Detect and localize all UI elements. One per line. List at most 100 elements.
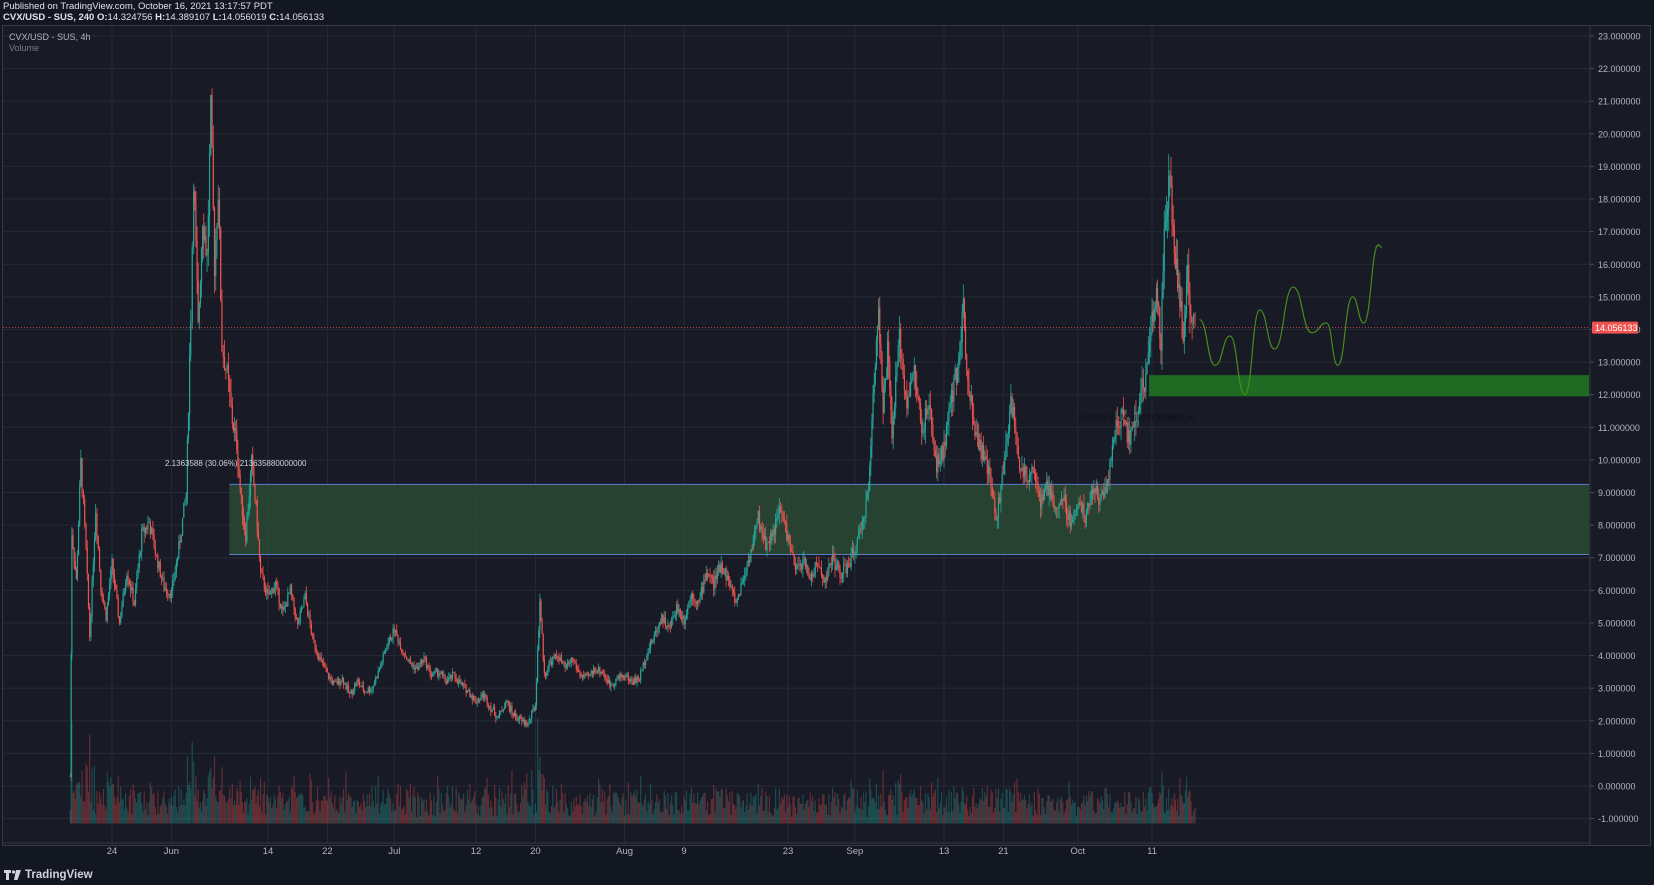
candle-body bbox=[1130, 429, 1132, 445]
volume-bar bbox=[1057, 797, 1059, 824]
volume-bar bbox=[960, 801, 962, 824]
candle-body bbox=[493, 707, 496, 716]
y-tick-label: 6.000000 bbox=[1598, 586, 1636, 596]
candle-body bbox=[888, 341, 890, 364]
candle-body bbox=[801, 564, 803, 569]
candle-body bbox=[230, 392, 232, 406]
candle-body bbox=[370, 690, 372, 693]
volume-bar bbox=[747, 809, 749, 824]
tradingview-logo[interactable]: TradingView bbox=[4, 869, 93, 881]
candle-body bbox=[382, 653, 384, 663]
volume-bar bbox=[93, 766, 96, 824]
candle-body bbox=[357, 679, 359, 682]
candle-body bbox=[424, 656, 426, 658]
volume-bar bbox=[693, 793, 695, 824]
volume-bar bbox=[212, 777, 214, 824]
volume-bar bbox=[807, 799, 809, 824]
volume-bar bbox=[294, 791, 296, 824]
volume-bar bbox=[174, 789, 176, 824]
volume-bar bbox=[147, 815, 149, 824]
volume-bar bbox=[1077, 807, 1079, 824]
volume-bar bbox=[622, 793, 624, 824]
volume-bar bbox=[953, 786, 955, 824]
time-axis[interactable]: 24 Jun 14 22 Jul 12 20 Aug 9 23 Sep 13 21 Oct 11 bbox=[3, 842, 1590, 857]
volume-bar bbox=[627, 782, 629, 824]
price-chart[interactable]: 2.1363588 (30.06%) 2136358800000000.6597… bbox=[0, 0, 1654, 864]
candle-body bbox=[808, 574, 810, 579]
candle-body bbox=[1170, 175, 1172, 186]
volume-bar bbox=[1038, 793, 1040, 824]
volume-bar bbox=[1167, 809, 1169, 824]
volume-bar bbox=[682, 812, 684, 824]
candle-body bbox=[448, 677, 450, 681]
volume-bar bbox=[481, 797, 483, 824]
chart-frame[interactable] bbox=[2, 25, 1651, 846]
candle-body bbox=[415, 666, 418, 668]
candle-body bbox=[444, 674, 446, 681]
volume-bar bbox=[1150, 786, 1152, 824]
volume-bar bbox=[264, 814, 267, 824]
volume-bar bbox=[489, 808, 491, 824]
volume-bar bbox=[172, 805, 174, 824]
candle-body bbox=[558, 657, 560, 661]
volume-bar bbox=[831, 787, 834, 824]
volume-bar bbox=[1158, 799, 1160, 824]
price-axis[interactable]: 23.00000022.00000021.00000020.00000019.0… bbox=[1589, 26, 1641, 845]
candle-body bbox=[203, 226, 205, 241]
volume-bar bbox=[179, 805, 181, 824]
volume-bar bbox=[869, 778, 871, 824]
volume-bar bbox=[200, 811, 203, 824]
volume-bar bbox=[567, 808, 569, 824]
volume-bar bbox=[101, 804, 103, 824]
candle-body bbox=[1012, 407, 1014, 418]
candle-body bbox=[305, 592, 307, 604]
candle-body bbox=[460, 682, 462, 684]
candle-body bbox=[1001, 472, 1003, 485]
volume-bar bbox=[461, 798, 463, 824]
volume-bar bbox=[220, 789, 222, 824]
volume-bar bbox=[1121, 807, 1123, 824]
volume-bar bbox=[180, 789, 182, 824]
volume-bar bbox=[879, 808, 881, 824]
volume-bar bbox=[502, 799, 504, 824]
volume-bar bbox=[740, 807, 742, 824]
candle-body bbox=[976, 432, 979, 434]
volume-bar bbox=[1064, 809, 1066, 824]
candle-body bbox=[954, 368, 956, 378]
volume-bar bbox=[559, 799, 561, 824]
volume-bar bbox=[657, 802, 659, 824]
x-tick-label: 24 bbox=[107, 846, 118, 857]
volume-bar bbox=[403, 805, 405, 824]
x-tick-label: 14 bbox=[263, 846, 274, 857]
candle-body bbox=[120, 617, 122, 623]
volume-bar bbox=[1020, 793, 1022, 824]
volume-bar bbox=[710, 799, 712, 824]
candle-body bbox=[986, 459, 988, 474]
volume-bar bbox=[466, 790, 468, 824]
volume-bar bbox=[939, 802, 941, 824]
candle-body bbox=[181, 517, 184, 536]
volume-bar bbox=[763, 810, 766, 824]
candle-body bbox=[792, 551, 794, 555]
legend-volume[interactable]: Volume bbox=[9, 43, 40, 53]
candle-body bbox=[1039, 497, 1042, 508]
volume-bar bbox=[917, 804, 919, 824]
volume-bar bbox=[288, 796, 290, 824]
volume-bar bbox=[909, 790, 912, 824]
volume-bar bbox=[735, 809, 737, 824]
volume-bar bbox=[569, 814, 571, 824]
volume-bar bbox=[366, 794, 368, 824]
volume-bar bbox=[402, 808, 404, 824]
legend-symbol[interactable]: CVX/USD - SUS, 4h bbox=[9, 32, 91, 42]
candle-body bbox=[223, 356, 226, 370]
candle-body bbox=[1020, 468, 1022, 471]
volume-bar bbox=[273, 794, 275, 824]
volume-bar bbox=[106, 772, 108, 824]
volume-bar bbox=[131, 814, 133, 824]
volume-bar bbox=[529, 806, 532, 824]
volume-bar bbox=[640, 775, 642, 824]
candle-body bbox=[860, 528, 862, 530]
volume-bar bbox=[684, 800, 686, 824]
volume-bar bbox=[744, 812, 746, 824]
volume-bar bbox=[352, 800, 355, 824]
